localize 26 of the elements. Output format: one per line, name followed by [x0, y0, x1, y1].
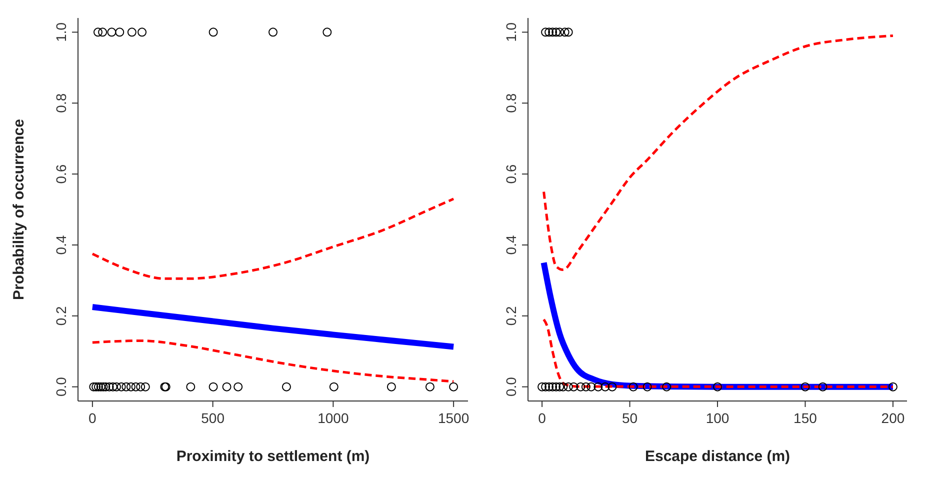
y-tick-label: 0.8 [503, 93, 519, 113]
x-tick-label: 0 [88, 410, 97, 426]
x-tick-label: 100 [706, 410, 730, 426]
y-tick-label: 1.0 [53, 22, 69, 42]
x-axis-title: Escape distance (m) [644, 448, 790, 465]
y-tick-label: 0.0 [503, 376, 519, 397]
x-tick-label: 50 [622, 410, 638, 426]
line-series [542, 34, 894, 272]
x-tick-label: 200 [881, 410, 905, 426]
y-tick-label: 1.0 [503, 22, 519, 42]
x-axis-title: Proximity to settlement (m) [176, 448, 370, 465]
y-tick-label: 0.8 [53, 93, 69, 113]
y-tick-label: 0.4 [503, 235, 519, 255]
y-tick-label: 0.2 [53, 306, 69, 326]
y-axis-title: Probability of occurrence [10, 119, 28, 300]
y-tick-label: 0.6 [503, 164, 519, 184]
y-tick-label: 0.2 [503, 306, 519, 326]
x-tick-label: 500 [201, 410, 225, 426]
y-tick-label: 0.6 [53, 164, 69, 184]
y-tick-label: 0.0 [53, 376, 69, 397]
x-tick-label: 150 [794, 410, 818, 426]
y-tick-label: 0.4 [53, 235, 69, 255]
x-tick-label: 1500 [438, 410, 470, 426]
x-tick-label: 0 [538, 410, 546, 426]
x-tick-label: 1000 [318, 410, 349, 426]
line-series [91, 198, 455, 280]
